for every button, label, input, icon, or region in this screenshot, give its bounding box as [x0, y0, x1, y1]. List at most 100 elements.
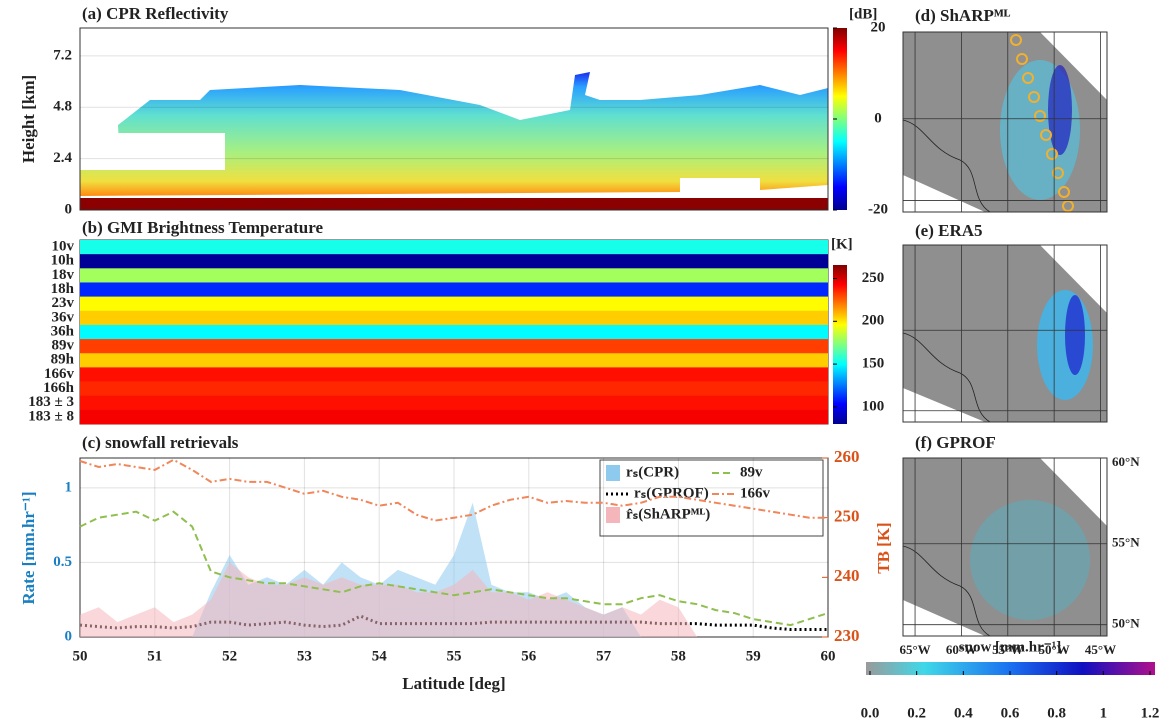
y-tick-label: 2.4	[53, 150, 72, 166]
colorbar-tick-label: 0	[874, 110, 882, 126]
y2-tick-label: 260	[834, 447, 860, 466]
x-tick-label: 65°W	[899, 642, 930, 657]
channel-row	[80, 409, 828, 425]
y-tick-label: 0	[65, 628, 73, 644]
y-tick-label: 36h	[51, 323, 75, 339]
x-tick-label: 55°W	[992, 642, 1023, 657]
x-axis-label: Latitude [deg]	[402, 674, 505, 693]
colorbar-tick-label: 0.6	[1001, 705, 1020, 721]
x-tick-label: 56	[521, 648, 537, 664]
panel-title: (a) CPR Reflectivity	[82, 4, 229, 23]
y-tick-label: 166h	[43, 380, 75, 396]
legend-label: 89v	[740, 464, 763, 480]
colorbar-tick-label: 0.0	[861, 705, 880, 721]
channel-row	[80, 353, 828, 368]
x-tick-label: 59	[746, 648, 761, 664]
x-tick-label: 50	[73, 648, 88, 664]
channel-row	[80, 367, 828, 382]
colorbar-tick-label: 1	[1100, 705, 1108, 721]
x-tick-label: 51	[147, 648, 162, 664]
y-tick-label: 0	[65, 201, 73, 217]
channel-row	[80, 268, 828, 283]
colorbar-tick-label: 20	[871, 19, 886, 35]
y2-axis-label: TB [K]	[874, 522, 893, 573]
y-tick-label: 183 ± 3	[28, 394, 74, 410]
channel-row	[80, 254, 828, 269]
panel-title: (c) snowfall retrievals	[82, 433, 239, 452]
y-tick-label: 50°N	[1112, 616, 1140, 631]
channel-row	[80, 240, 828, 255]
map-swaths	[902, 32, 1107, 637]
y2-tick-label: 240	[834, 566, 860, 585]
channel-row	[80, 324, 828, 340]
x-tick-label: 58	[671, 648, 686, 664]
panel-title: (f) GPROF	[915, 433, 996, 452]
y-tick-label: 10v	[52, 239, 75, 255]
channel-row	[80, 395, 828, 411]
y-tick-label: 23v	[52, 295, 75, 311]
y-tick-label: 7.2	[53, 47, 72, 63]
x-tick-label: 60	[821, 648, 836, 664]
colorbar-label: [K]	[831, 236, 853, 252]
y-tick-label: 18h	[51, 281, 75, 297]
x-tick-label: 53	[297, 648, 312, 664]
x-tick-label: 50°W	[1039, 642, 1070, 657]
colorbar-tick-label: 0.4	[954, 705, 973, 721]
colorbar-tick-label: 1.2	[1141, 705, 1160, 721]
y-tick-label: 166v	[44, 366, 75, 382]
x-tick-label: 55	[447, 648, 462, 664]
colorbar-a	[833, 28, 847, 210]
x-tick-label: 54	[372, 648, 388, 664]
colorbar-tick-label: 0.8	[1047, 705, 1066, 721]
y-tick-label: 18v	[52, 267, 75, 283]
panel-title: (e) ERA5	[915, 221, 983, 240]
y-tick-label: 89h	[51, 352, 75, 368]
colorbar-tick-label: 200	[862, 313, 885, 329]
y-tick-label: 10h	[51, 253, 75, 269]
colorbar-label: [dB]	[849, 6, 877, 22]
y2-tick-label: 250	[834, 507, 860, 526]
y-tick-label: 183 ± 8	[28, 408, 74, 424]
y2-tick-label: 230	[834, 626, 860, 645]
colorbar-b	[833, 265, 847, 424]
colorbar-tick-label: 0.2	[907, 705, 926, 721]
y-tick-label: 4.8	[53, 99, 72, 115]
legend-box	[599, 459, 824, 537]
y-tick-label: 60°N	[1112, 454, 1140, 469]
y-axis-label: Rate [mm.hr⁻¹]	[19, 491, 38, 604]
channel-row	[80, 310, 828, 326]
legend-swatch	[606, 507, 620, 523]
colorbar-tick-label: -20	[868, 201, 888, 217]
series-line	[79, 458, 828, 522]
channel-row	[80, 296, 828, 312]
legend-label: r̂ₛ(ShARPᴹᴸ)	[626, 506, 710, 522]
channel-row	[80, 282, 828, 297]
y-tick-label: 89v	[52, 338, 75, 354]
x-tick-label: 57	[596, 648, 612, 664]
y-tick-label: 36v	[52, 309, 75, 325]
colorbar-tick-label: 250	[862, 270, 885, 286]
legend-label: rₛ(CPR)	[626, 464, 679, 480]
panel-title: (d) ShARPᴹᴸ	[915, 6, 1011, 25]
colorbar-snow	[866, 662, 1155, 675]
legend-swatch	[606, 465, 620, 481]
legend-label: 166v	[740, 485, 771, 501]
y-tick-label: 0.5	[53, 554, 72, 570]
y-axis-label: Height [km]	[19, 75, 38, 163]
series-line	[79, 510, 829, 627]
x-tick-label: 52	[222, 648, 237, 664]
series-area	[80, 562, 828, 637]
y-tick-label: 1	[65, 479, 73, 495]
legend-label: rₛ(GPROF)	[634, 485, 709, 501]
panel-title: (b) GMI Brightness Temperature	[82, 218, 323, 237]
colorbar-label: snow [mm.hr⁻¹]	[959, 639, 1061, 655]
x-tick-label: 60°W	[946, 642, 977, 657]
colorbar-tick-label: 150	[862, 356, 885, 372]
y-tick-label: 55°N	[1112, 535, 1140, 550]
channel-row	[80, 381, 828, 396]
colorbar-tick-label: 100	[862, 398, 885, 414]
x-tick-label: 45°W	[1085, 642, 1116, 657]
reflectivity-field	[80, 72, 828, 210]
